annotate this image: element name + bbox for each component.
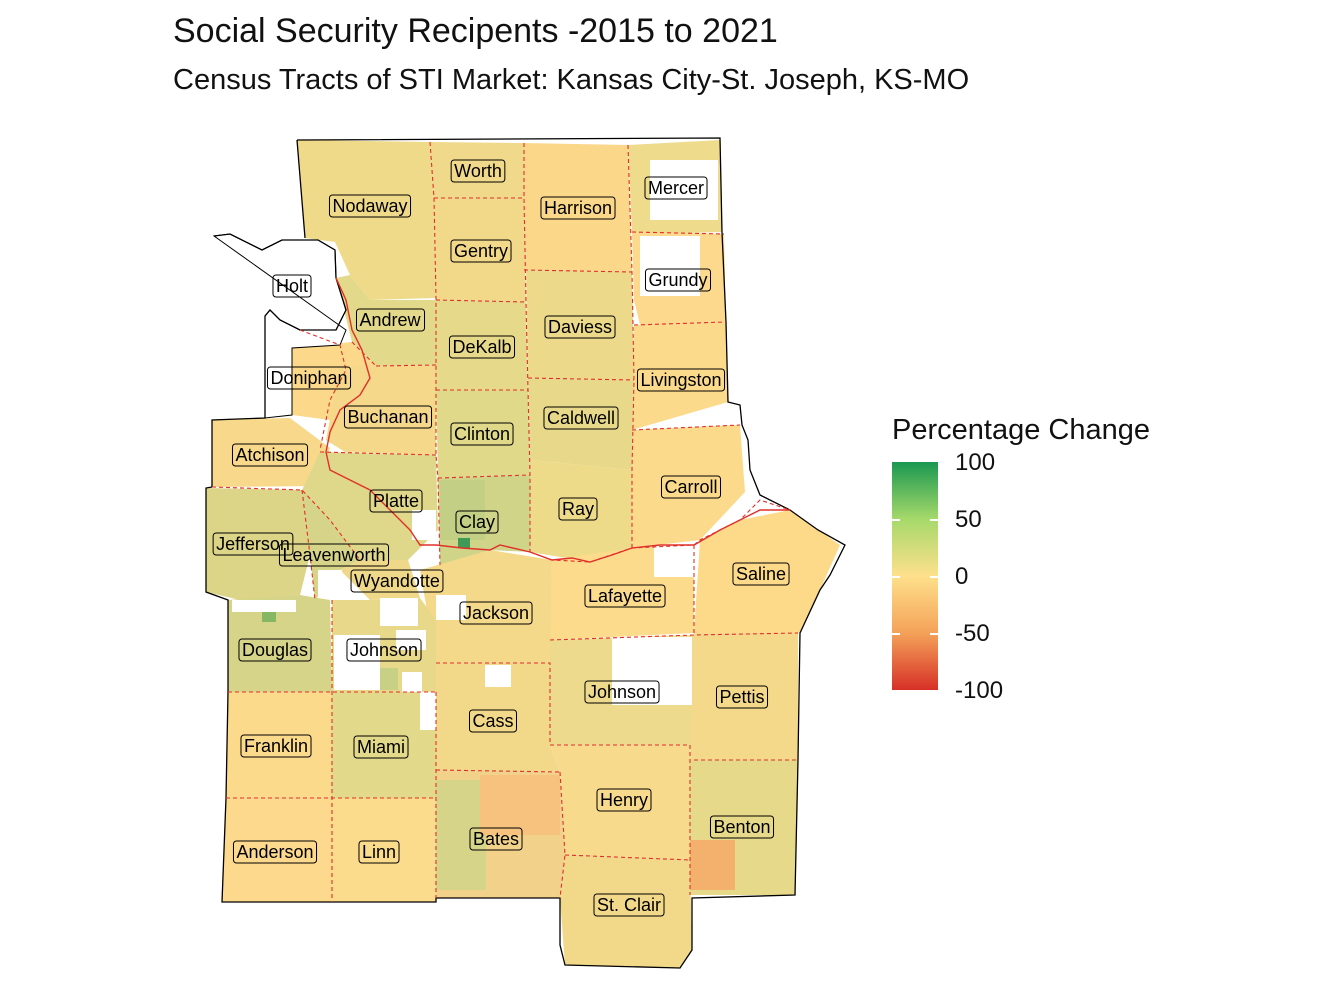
legend-tick <box>930 519 938 521</box>
county-shape-harrison <box>524 143 632 272</box>
legend-label-minus-50: -50 <box>955 620 990 647</box>
no-data-patch <box>334 635 380 690</box>
legend-label-minus-100: -100 <box>955 677 1004 704</box>
region-outline <box>205 137 846 969</box>
no-data-patch <box>412 510 436 540</box>
county-shape-dekalb <box>436 300 528 390</box>
county-shape-clinton <box>436 390 530 478</box>
map-title: Social Security Recipents -2015 to 2021 <box>173 12 778 50</box>
legend-tick <box>930 576 938 578</box>
no-data-patch <box>232 600 296 612</box>
legend-label-100: 100 <box>955 449 996 476</box>
missouri-river <box>325 277 790 563</box>
tract-accent <box>458 538 470 548</box>
county-shape-stclair <box>560 855 692 968</box>
legend-label-50: 50 <box>955 506 982 533</box>
legend-tick <box>930 633 938 635</box>
county-boundaries <box>211 141 799 902</box>
no-data-patch <box>640 236 700 296</box>
county-shape-saline <box>694 510 840 633</box>
no-data-patch <box>420 692 436 730</box>
county-shape-ray <box>530 460 632 562</box>
no-data-patch <box>485 665 511 687</box>
legend-tick <box>892 633 900 635</box>
legend-label-0: 0 <box>955 563 969 590</box>
no-data-patch <box>380 598 418 626</box>
county-shape-franklin <box>226 692 332 798</box>
tract-accent <box>480 775 560 835</box>
county-shape-linn <box>332 798 436 902</box>
county-shape-caldwell <box>528 378 634 470</box>
region-outline <box>296 139 306 239</box>
legend-title: Percentage Change <box>892 414 1150 446</box>
tract-accent <box>440 480 485 540</box>
county-shape-wyandotte <box>340 560 420 600</box>
county-shape-worth <box>430 142 524 198</box>
no-data-patch <box>654 545 694 577</box>
tract-accent <box>436 780 486 890</box>
county-shape-pettis <box>690 633 798 760</box>
county-shape-gentry <box>434 198 526 302</box>
no-data-patch <box>402 672 422 692</box>
no-data-patch <box>650 160 718 220</box>
county-shape-henry <box>550 745 690 860</box>
map-subtitle: Census Tracts of STI Market: Kansas City… <box>173 64 970 96</box>
county-shape-nodaway <box>297 140 436 300</box>
no-data-patch <box>436 595 466 620</box>
legend-tick <box>892 519 900 521</box>
county-shape-jefferson <box>206 488 310 600</box>
county-shape-livingston <box>632 322 728 430</box>
no-data-patch <box>396 630 426 650</box>
no-data-patch <box>612 637 692 705</box>
legend-tick <box>892 576 900 578</box>
county-shape-anderson <box>222 798 332 902</box>
county-shape-daviess <box>526 270 634 380</box>
tract-accent <box>690 840 735 890</box>
no-data-patch <box>318 570 342 598</box>
county-shape-buchanan <box>326 365 436 455</box>
tract-accent <box>262 612 276 622</box>
